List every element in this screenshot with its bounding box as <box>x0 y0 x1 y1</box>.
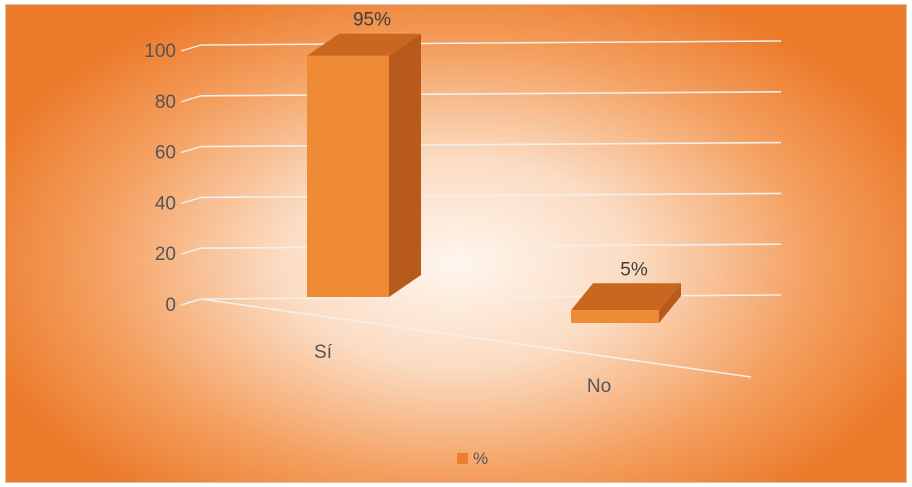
gridline-side-4 <box>180 95 202 103</box>
bar-side-1 <box>659 283 681 323</box>
bar-side-0 <box>389 33 421 297</box>
bars: 95% 5% <box>307 10 681 323</box>
data-label-1: 5% <box>620 259 648 280</box>
gridline-4 <box>200 91 782 97</box>
legend-label: % <box>473 449 488 468</box>
data-label-0: 95% <box>353 10 391 31</box>
gridline-side-5 <box>180 44 202 52</box>
bar-front-1 <box>571 310 659 323</box>
gridline-3 <box>200 141 782 148</box>
y-tick-label: 20 <box>155 244 176 265</box>
y-tick-label: 40 <box>155 193 176 214</box>
bar-front-0 <box>307 55 389 298</box>
gridlines <box>180 40 782 378</box>
gridline-1 <box>200 243 782 249</box>
y-tick-label: 100 <box>144 41 176 62</box>
gridline-5 <box>200 40 782 46</box>
gridline-2 <box>200 192 782 199</box>
gridline-side-1 <box>180 247 202 255</box>
bar-1 <box>571 283 681 323</box>
gridline-0 <box>200 294 782 300</box>
category-labels: Sí No <box>314 342 611 397</box>
gridline-side-3 <box>180 145 202 154</box>
floor-front-edge <box>200 298 752 378</box>
category-label-0: Sí <box>314 342 333 363</box>
bar-chart-3d: 0 20 40 60 80 100 95% 5% Sí No % <box>144 10 782 468</box>
legend: % <box>457 449 488 468</box>
bar-0 <box>307 33 421 298</box>
chart-frame: 0 20 40 60 80 100 95% 5% Sí No % <box>5 4 907 483</box>
bar-top-1 <box>571 283 681 311</box>
category-label-1: No <box>587 376 611 397</box>
floor-left-edge <box>180 298 202 306</box>
bar-top-0 <box>307 33 421 56</box>
y-tick-label: 80 <box>155 92 176 113</box>
y-tick-label: 0 <box>165 295 176 316</box>
legend-swatch <box>457 453 468 464</box>
y-axis-ticks: 0 20 40 60 80 100 <box>144 41 176 316</box>
y-tick-label: 60 <box>155 143 176 164</box>
gridline-side-2 <box>180 196 202 205</box>
